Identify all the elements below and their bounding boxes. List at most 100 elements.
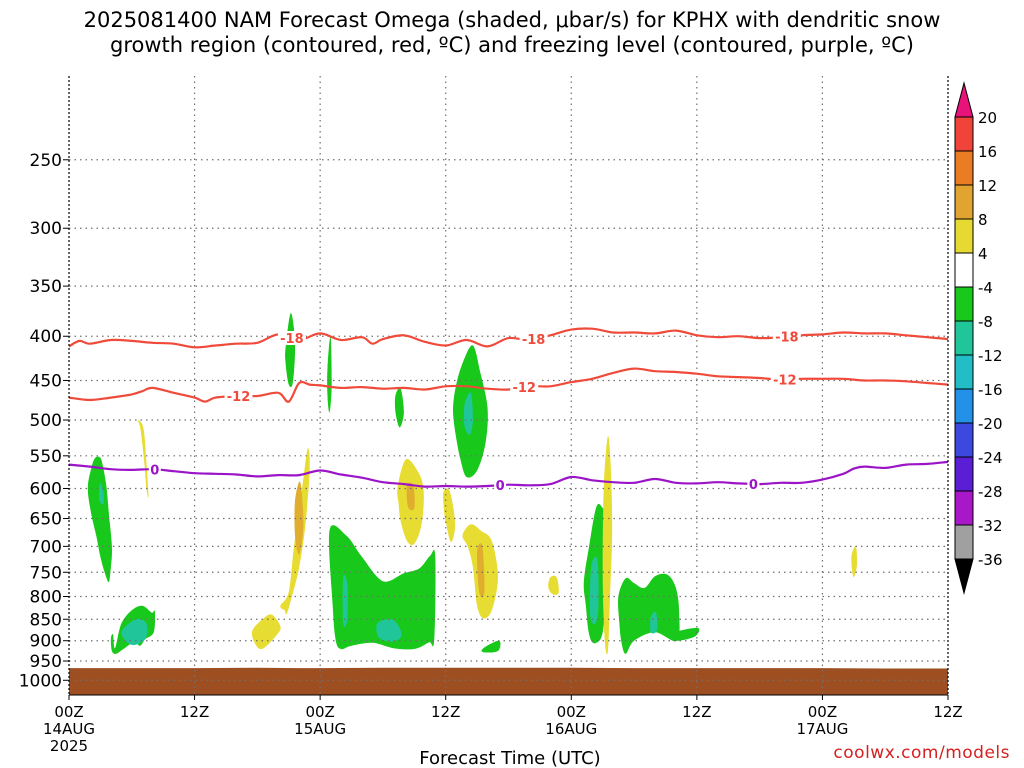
colorbar: 20 16 12 8 4 -4 -8 -12 -16 -20 -24 -28 -32 -36 — [954, 81, 1003, 595]
x-tick-label: 12Z — [682, 703, 711, 721]
x-tick-label: 00Z — [808, 703, 837, 721]
colorbar-label: -32 — [978, 517, 1003, 535]
colorbar-segment — [954, 116, 974, 152]
omega-region — [406, 482, 415, 511]
contour-label: 0 — [150, 463, 159, 478]
colorbar-segment — [954, 388, 974, 424]
colorbar-label: 8 — [978, 211, 988, 229]
omega-region — [650, 611, 658, 634]
colorbar-segment — [954, 490, 974, 526]
omega-region — [618, 573, 680, 654]
contour-label: -12 — [773, 373, 797, 388]
colorbar-segment — [954, 286, 974, 322]
y-tick-label: 650 — [30, 510, 62, 530]
colorbar-label: -28 — [978, 483, 1003, 501]
x-tick-label: 00Z — [54, 703, 83, 721]
y-tick-label: 950 — [30, 652, 62, 672]
y-tick-label: 900 — [30, 632, 62, 652]
contour-label: -18 — [775, 331, 799, 346]
y-tick-label: 450 — [30, 371, 62, 391]
omega-region — [376, 619, 402, 642]
omega-region — [476, 543, 485, 598]
omega-region — [294, 481, 304, 555]
contour-label-bg — [148, 462, 161, 477]
y-tick-label: 250 — [30, 151, 62, 171]
y-tick-label: 300 — [30, 219, 62, 239]
y-tick-label: 700 — [30, 537, 62, 557]
x-tick-label: 15AUG — [294, 720, 346, 738]
contour-label: -12 — [512, 381, 536, 396]
axes: 2503003504004505005506006507007508008509… — [19, 76, 963, 768]
y-tick-label: 350 — [30, 277, 62, 297]
colorbar-segment — [954, 150, 974, 186]
colorbar-label: 20 — [978, 109, 997, 127]
temperature-contours: -18 -18 -18 -12 -12 -12 0 0 0 — [68, 327, 949, 494]
omega-region — [443, 488, 456, 543]
omega-region — [327, 335, 332, 413]
omega-region — [280, 448, 310, 615]
x-tick-label: 14AUG — [43, 720, 95, 738]
colorbar-label: 16 — [978, 143, 997, 161]
contour-label: -18 — [280, 332, 304, 347]
gridlines — [69, 76, 948, 695]
y-tick-label: 750 — [30, 563, 62, 583]
colorbar-segment — [954, 218, 974, 254]
omega-region — [548, 575, 559, 595]
omega-region — [602, 435, 613, 655]
ground-layer — [69, 667, 948, 695]
colorbar-label: -24 — [978, 449, 1003, 467]
colorbar-segment — [954, 81, 974, 118]
contour-label-bg — [747, 476, 760, 491]
colorbar-label: -16 — [978, 381, 1003, 399]
contour-line — [68, 327, 949, 349]
y-tick-label: 500 — [30, 411, 62, 431]
x-tick-label: 17AUG — [796, 720, 848, 738]
y-tick-label: 600 — [30, 479, 62, 499]
omega-region — [673, 627, 700, 641]
x-tick-label: 16AUG — [545, 720, 597, 738]
omega-region — [851, 546, 858, 578]
chart-title-line-1: 2025081400 NAM Forecast Omega (shaded, μ… — [83, 8, 941, 32]
colorbar-segment — [954, 354, 974, 390]
y-tick-label: 850 — [30, 610, 62, 630]
omega-region — [463, 392, 473, 435]
contour-line — [68, 367, 949, 403]
omega-region — [481, 640, 501, 653]
x-tick-label: 2025 — [50, 737, 88, 755]
contour-label-bg — [494, 478, 507, 493]
contour-label-bg — [770, 372, 799, 387]
contour-label-bg — [510, 380, 539, 395]
contour-label: 0 — [496, 479, 505, 494]
chart-title-line-2: growth region (contoured, red, ºC) and f… — [110, 33, 914, 57]
contour-label-bg — [772, 329, 801, 344]
omega-region — [87, 456, 112, 583]
contour-line — [68, 460, 949, 488]
contour-label-bg — [519, 332, 548, 347]
omega-region — [328, 525, 436, 650]
y-tick-label: 400 — [30, 327, 62, 347]
omega-region — [121, 618, 148, 646]
contour-label-bg — [277, 331, 306, 346]
y-tick-label: 800 — [30, 587, 62, 607]
contour-label: -18 — [522, 333, 546, 348]
colorbar-segment — [954, 184, 974, 220]
omega-region — [285, 312, 296, 388]
colorbar-segment — [954, 320, 974, 356]
colorbar-segment — [954, 558, 974, 595]
colorbar-label: -20 — [978, 415, 1003, 433]
y-tick-label: 550 — [30, 447, 62, 467]
ground-terrain — [69, 667, 948, 695]
x-tick-label: 00Z — [557, 703, 586, 721]
x-tick-label: 12Z — [933, 703, 962, 721]
omega-region — [136, 420, 149, 498]
colorbar-label: -4 — [978, 279, 993, 297]
contour-label: 0 — [749, 478, 758, 493]
x-axis-label: Forecast Time (UTC) — [419, 748, 600, 768]
contour-label-bg — [224, 388, 253, 403]
colorbar-segment — [954, 524, 974, 560]
colorbar-label: 4 — [978, 245, 988, 263]
x-tick-label: 00Z — [305, 703, 334, 721]
omega-region — [589, 556, 599, 625]
colorbar-segment — [954, 252, 974, 288]
